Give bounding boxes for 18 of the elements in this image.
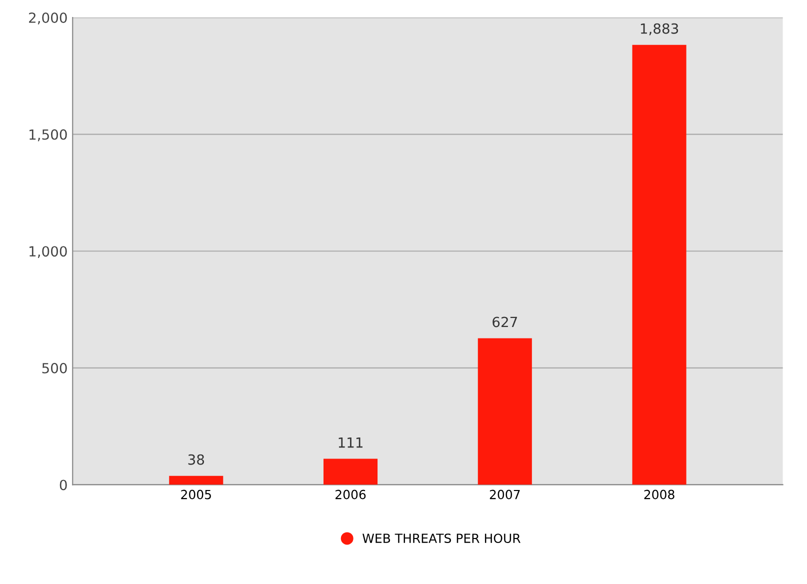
bar xyxy=(632,44,686,485)
y-tick-label: 2,000 xyxy=(29,12,67,24)
data-label: 1,883 xyxy=(640,23,678,36)
legend-label: WEB THREATS PER HOUR xyxy=(362,534,520,544)
x-tick-label: 2007 xyxy=(490,490,520,500)
x-tick-label: 2005 xyxy=(181,490,211,500)
y-tick-label: 500 xyxy=(42,362,67,374)
data-label: 111 xyxy=(338,437,362,448)
x-tick-label: 2006 xyxy=(336,490,366,500)
bar xyxy=(169,476,224,485)
data-label: 38 xyxy=(188,454,204,465)
data-label: 627 xyxy=(492,316,517,328)
bar xyxy=(324,458,378,485)
y-tick-label: 0 xyxy=(60,480,67,490)
y-tick-label: 1,500 xyxy=(30,129,67,142)
x-tick-label: 2008 xyxy=(644,490,674,500)
y-tick-label: 1,000 xyxy=(30,246,67,258)
bar xyxy=(478,338,532,485)
